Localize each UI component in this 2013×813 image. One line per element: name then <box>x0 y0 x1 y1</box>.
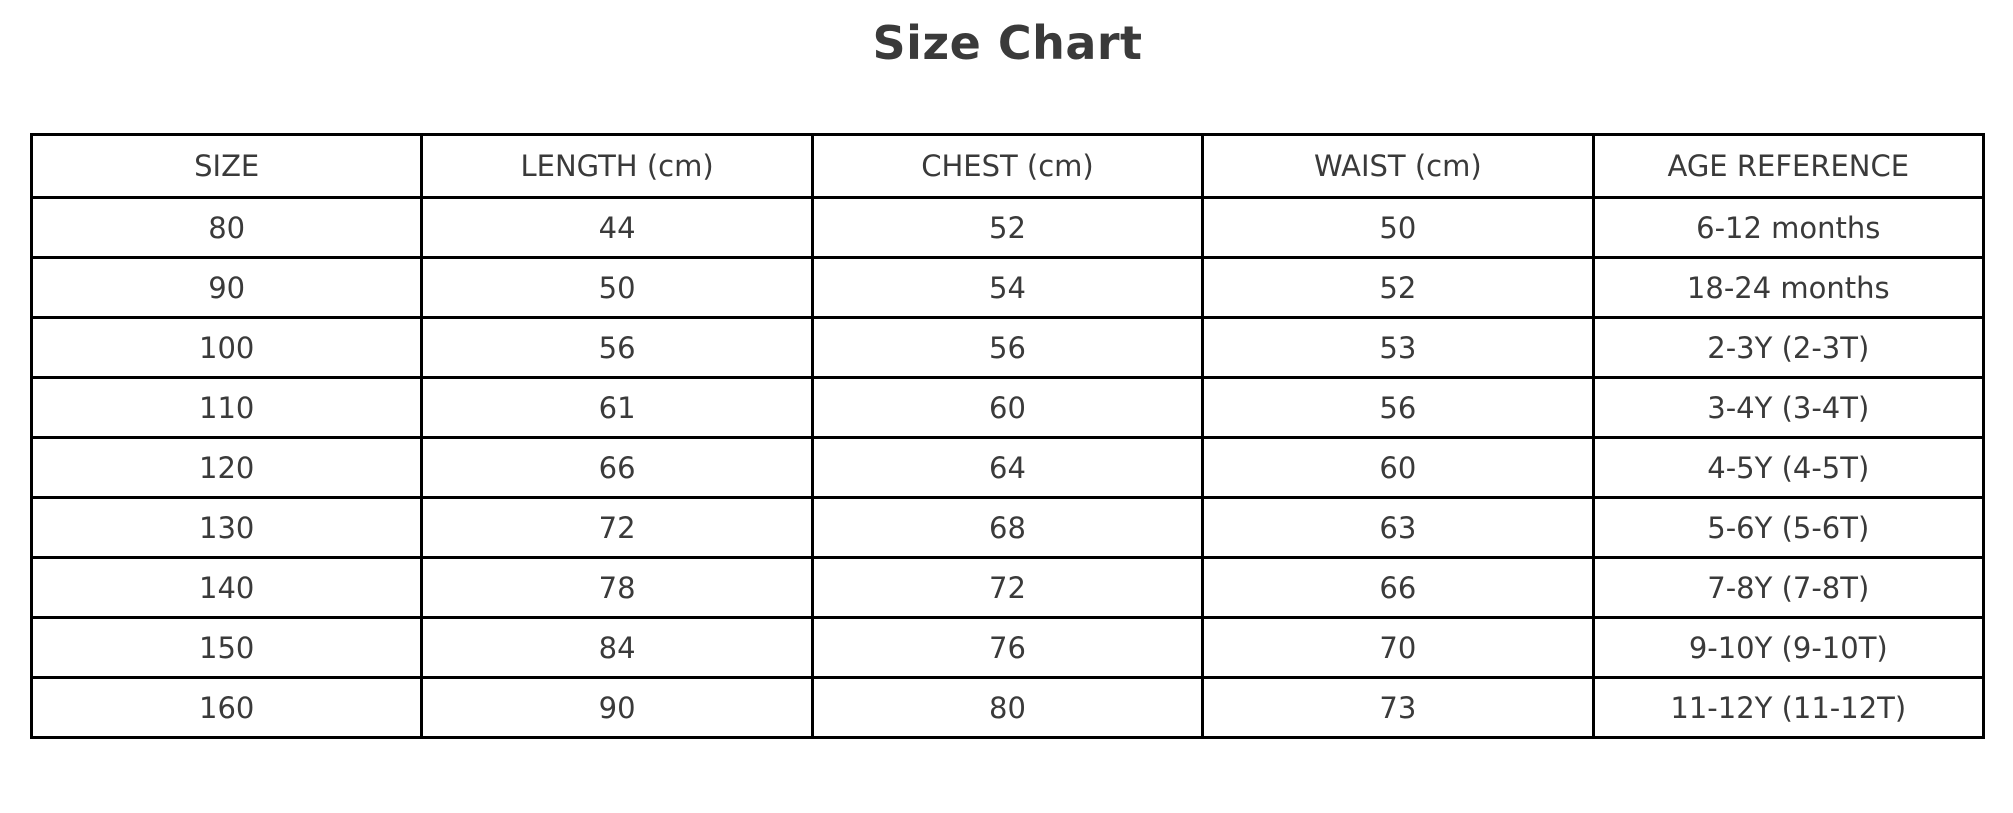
table-cell: 90 <box>29 256 424 319</box>
table-row: 100 56 56 53 2-3Y (2-3T) <box>29 316 1986 379</box>
table-row: 160 90 80 73 11-12Y (11-12T) <box>29 676 1986 739</box>
table-cell: 56 <box>810 316 1205 379</box>
table-cell: 64 <box>810 436 1205 499</box>
table-cell: 5-6Y (5-6T) <box>1591 496 1986 559</box>
table-cell: 120 <box>29 436 424 499</box>
table-cell: 44 <box>420 196 814 259</box>
table-cell: 72 <box>420 496 814 559</box>
table-cell: 84 <box>420 616 814 679</box>
table-cell: 72 <box>810 556 1205 619</box>
column-header: LENGTH (cm) <box>420 133 814 199</box>
table-header: SIZE LENGTH (cm) CHEST (cm) WAIST (cm) AGE R… <box>29 133 1986 199</box>
table-cell: 50 <box>420 256 814 319</box>
table-row: 90 50 54 52 18-24 months <box>29 256 1986 319</box>
table-cell: 70 <box>1201 616 1595 679</box>
table-cell: 4-5Y (4-5T) <box>1591 436 1986 499</box>
table-cell: 150 <box>29 616 424 679</box>
table-cell: 68 <box>810 496 1205 559</box>
table-cell: 3-4Y (3-4T) <box>1591 376 1986 439</box>
table-cell: 60 <box>1201 436 1595 499</box>
table-cell: 56 <box>1201 376 1595 439</box>
table-cell: 63 <box>1201 496 1595 559</box>
page-title: Size Chart <box>872 16 1143 70</box>
table-cell: 52 <box>810 196 1205 259</box>
table-cell: 140 <box>29 556 424 619</box>
table-row: 120 66 64 60 4-5Y (4-5T) <box>29 436 1986 499</box>
table-cell: 56 <box>420 316 814 379</box>
table-row: 80 44 52 50 6-12 months <box>29 196 1986 259</box>
header-row: SIZE LENGTH (cm) CHEST (cm) WAIST (cm) AGE R… <box>29 133 1986 199</box>
table-cell: 78 <box>420 556 814 619</box>
table-body: 80 44 52 50 6-12 months 90 50 54 52 18-24 months 1… <box>29 196 1986 739</box>
table-cell: 18-24 months <box>1591 256 1986 319</box>
table-cell: 100 <box>29 316 424 379</box>
table-cell: 61 <box>420 376 814 439</box>
table-cell: 54 <box>810 256 1205 319</box>
table-cell: 7-8Y (7-8T) <box>1591 556 1986 619</box>
table-cell: 11-12Y (11-12T) <box>1591 676 1986 739</box>
table-cell: 66 <box>1201 556 1595 619</box>
column-header: CHEST (cm) <box>810 133 1205 199</box>
table-cell: 53 <box>1201 316 1595 379</box>
table-row: 150 84 76 70 9-10Y (9-10T) <box>29 616 1986 679</box>
table-cell: 160 <box>29 676 424 739</box>
table-cell: 50 <box>1201 196 1595 259</box>
table-cell: 66 <box>420 436 814 499</box>
table-row: 110 61 60 56 3-4Y (3-4T) <box>29 376 1986 439</box>
table-cell: 6-12 months <box>1591 196 1986 259</box>
size-chart-table: SIZE LENGTH (cm) CHEST (cm) WAIST (cm) AGE R… <box>29 133 1986 739</box>
table-row: 130 72 68 63 5-6Y (5-6T) <box>29 496 1986 559</box>
table-cell: 60 <box>810 376 1205 439</box>
column-header: SIZE <box>29 133 424 199</box>
table-cell: 80 <box>810 676 1205 739</box>
table-cell: 110 <box>29 376 424 439</box>
column-header: AGE REFERENCE <box>1591 133 1986 199</box>
table-cell: 9-10Y (9-10T) <box>1591 616 1986 679</box>
table-cell: 130 <box>29 496 424 559</box>
table-row: 140 78 72 66 7-8Y (7-8T) <box>29 556 1986 619</box>
table-cell: 80 <box>29 196 424 259</box>
table-cell: 2-3Y (2-3T) <box>1591 316 1986 379</box>
table-cell: 76 <box>810 616 1205 679</box>
table-cell: 73 <box>1201 676 1595 739</box>
table-cell: 52 <box>1201 256 1595 319</box>
table-cell: 90 <box>420 676 814 739</box>
column-header: WAIST (cm) <box>1201 133 1595 199</box>
